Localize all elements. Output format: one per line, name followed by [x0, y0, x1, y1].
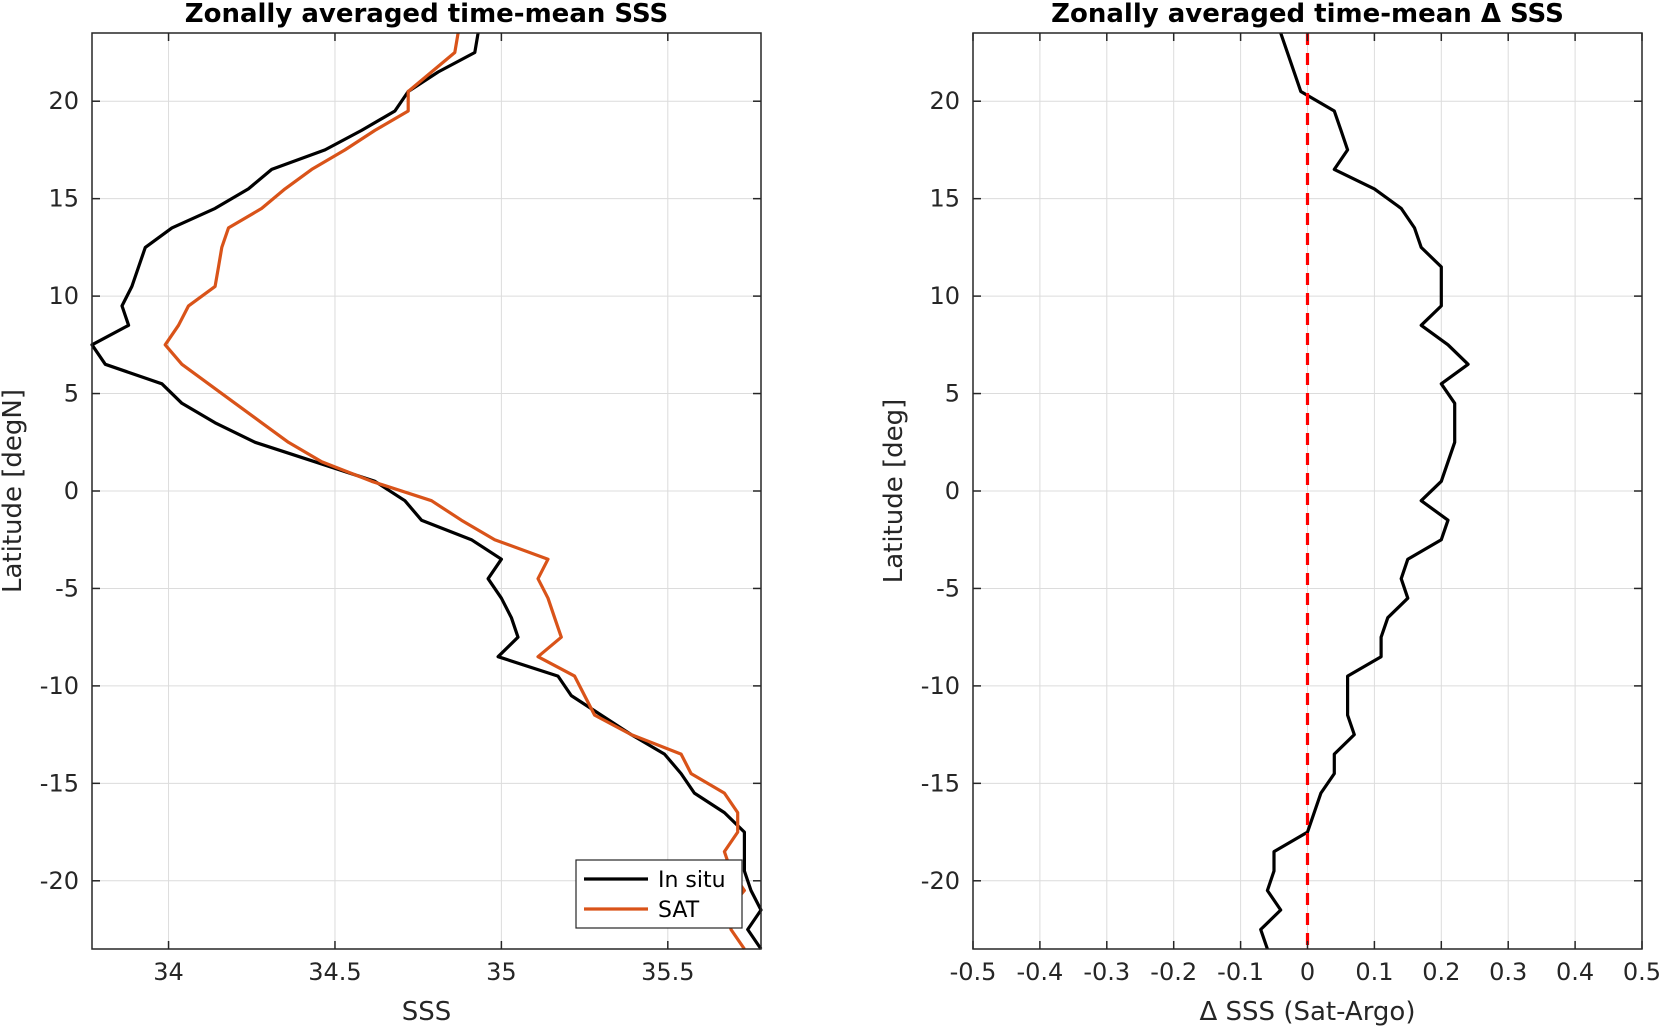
y-axis-label-degn: Latitude [degN]	[0, 389, 28, 593]
x-tick-label: 35	[486, 958, 517, 986]
y-tick-label: 15	[48, 185, 79, 213]
x-tick-label: -0.1	[1217, 958, 1264, 986]
x-axis-label-delta-sss: Δ SSS (Sat-Argo)	[1200, 997, 1416, 1027]
series-line-in-situ	[90, 32, 763, 950]
y-tick-label: 5	[945, 380, 960, 408]
x-tick-label: 0	[1300, 958, 1315, 986]
series-group-zonal-sss	[90, 32, 763, 950]
y-tick-label: -10	[40, 672, 79, 700]
panel-zonal-sss: 34 34.5 35 35.5 20 15 10 5 0 -5 -10 -15 -20 Zonally …	[0, 0, 763, 1027]
y-tick-label: -5	[55, 574, 79, 602]
series-line-delta-sss-0	[1259, 32, 1470, 950]
ticks-delta-sss: -0.5 -0.4 -0.3 -0.2 -0.1 0 0.1 0.2 0.3 0.4 0.5 20 15…	[921, 33, 1661, 986]
x-tick-label: 0.5	[1623, 958, 1661, 986]
x-tick-label: 34	[153, 958, 184, 986]
legend-box	[575, 859, 743, 929]
y-tick-label: -20	[40, 867, 79, 895]
x-tick-label: 0.2	[1422, 958, 1460, 986]
x-tick-label: 35.5	[641, 958, 694, 986]
y-tick-label: 0	[64, 477, 79, 505]
x-axis-label-sss: SSS	[402, 997, 452, 1027]
y-tick-label: -15	[40, 769, 79, 797]
legend-label-in-situ: In situ	[658, 868, 726, 893]
y-axis-label-deg: Latitude [deg]	[879, 399, 909, 584]
x-tick-label: 0.4	[1556, 958, 1594, 986]
y-tick-label: 10	[929, 282, 960, 310]
chart-title-zonal-sss: Zonally averaged time-mean SSS	[185, 0, 669, 29]
y-tick-label: 15	[929, 185, 960, 213]
legend: In situ SAT	[575, 859, 743, 929]
y-tick-label: 20	[48, 87, 79, 115]
x-tick-label: 0.3	[1489, 958, 1527, 986]
y-tick-label: -5	[936, 574, 960, 602]
grid-zonal-sss	[92, 33, 761, 949]
chart-title-delta-sss: Zonally averaged time-mean Δ SSS	[1051, 0, 1564, 29]
series-line-sat	[163, 32, 746, 950]
y-tick-label: 0	[945, 477, 960, 505]
panel-delta-sss: -0.5 -0.4 -0.3 -0.2 -0.1 0 0.1 0.2 0.3 0.4 0.5 20 15…	[879, 0, 1661, 1027]
legend-label-sat: SAT	[658, 898, 700, 923]
x-tick-label: 0.1	[1355, 958, 1393, 986]
y-tick-label: -15	[921, 769, 960, 797]
y-tick-label: -20	[921, 867, 960, 895]
x-tick-label: -0.3	[1083, 958, 1130, 986]
y-tick-label: 10	[48, 282, 79, 310]
y-tick-label: -10	[921, 672, 960, 700]
x-tick-label: -0.5	[950, 958, 997, 986]
y-tick-label: 5	[64, 380, 79, 408]
x-tick-label: 34.5	[308, 958, 361, 986]
series-group-delta-sss	[1259, 32, 1470, 950]
ticks-zonal-sss: 34 34.5 35 35.5 20 15 10 5 0 -5 -10 -15 -20	[40, 33, 761, 986]
y-tick-label: 20	[929, 87, 960, 115]
x-tick-label: -0.4	[1016, 958, 1063, 986]
x-tick-label: -0.2	[1150, 958, 1197, 986]
